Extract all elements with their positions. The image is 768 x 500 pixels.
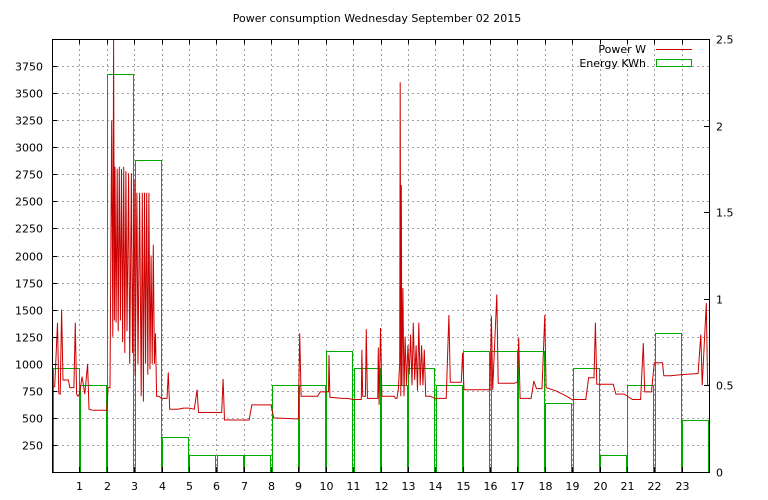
- y-tick-label: 3000: [15, 142, 43, 155]
- x-tick-label: 16: [484, 480, 498, 493]
- x-tick-label: 14: [429, 480, 443, 493]
- energy-bar: [491, 351, 518, 473]
- y-tick-label: 2500: [15, 196, 43, 209]
- x-tick-label: 21: [621, 480, 635, 493]
- x-tick-label: 9: [295, 480, 302, 493]
- y-tick-label: 1750: [15, 278, 43, 291]
- x-tick-label: 18: [539, 480, 553, 493]
- x-tick-label: 22: [648, 480, 662, 493]
- y2-tick-label: 1: [716, 294, 723, 307]
- energy-bar: [463, 351, 490, 473]
- energy-bar: [600, 455, 627, 473]
- x-tick-label: 20: [594, 480, 608, 493]
- y2-tick-label: 0: [716, 467, 723, 480]
- x-tick-label: 12: [375, 480, 389, 493]
- energy-bar: [244, 455, 271, 473]
- y-tick-label: 3750: [15, 61, 43, 74]
- y2-axis-ticks: 0 0.5 1 1.5 2 2.5: [704, 34, 734, 480]
- x-tick-label: 1: [76, 480, 83, 493]
- x-tick-label: 5: [186, 480, 193, 493]
- y2-tick-label: 0.5: [716, 380, 734, 393]
- y2-tick-label: 2: [716, 121, 723, 134]
- energy-bar: [326, 351, 353, 473]
- legend-label-energy: Energy KWh: [579, 57, 646, 70]
- energy-bar: [272, 385, 299, 473]
- y-tick-label: 1000: [15, 359, 43, 372]
- y-tick-label: 2750: [15, 169, 43, 182]
- x-tick-label: 13: [402, 480, 416, 493]
- energy-bar: [518, 351, 545, 473]
- x-tick-label: 15: [457, 480, 471, 493]
- legend-swatch-energy: [656, 59, 692, 67]
- x-tick-label: 10: [320, 480, 334, 493]
- x-tick-label: 11: [347, 480, 361, 493]
- power-line-layer: [51, 38, 709, 421]
- y-tick-label: 2250: [15, 223, 43, 236]
- x-tick-label: 19: [566, 480, 580, 493]
- energy-bar: [217, 455, 244, 473]
- y2-tick-label: 2.5: [716, 34, 734, 47]
- x-axis-ticks: 1 2 3 4 5 6 7 8 9 10 11 12 13 14 15 16 17 18 19 20 21 22 23: [76, 39, 690, 493]
- energy-bar: [545, 403, 572, 473]
- y-tick-label: 3250: [15, 115, 43, 128]
- y-tick-label: 3500: [15, 88, 43, 101]
- x-tick-label: 17: [511, 480, 525, 493]
- legend-label-power: Power W: [598, 43, 646, 56]
- y-tick-label: 1250: [15, 332, 43, 345]
- x-tick-label: 7: [241, 480, 248, 493]
- x-tick-label: 8: [268, 480, 275, 493]
- energy-bar: [80, 385, 107, 473]
- y-tick-label: 2000: [15, 251, 43, 264]
- energy-bar: [189, 455, 216, 473]
- x-tick-label: 2: [104, 480, 111, 493]
- energy-bar: [655, 333, 682, 473]
- energy-bar: [682, 420, 709, 473]
- energy-bar: [53, 368, 80, 473]
- chart-title: Power consumption Wednesday September 02…: [233, 12, 521, 25]
- power-line: [51, 38, 709, 421]
- x-tick-label: 23: [676, 480, 690, 493]
- energy-bar: [162, 437, 189, 473]
- y-tick-label: 250: [22, 440, 43, 453]
- x-tick-label: 6: [213, 480, 220, 493]
- energy-bar: [299, 385, 326, 473]
- y2-tick-label: 1.5: [716, 207, 734, 220]
- y-tick-label: 750: [22, 386, 43, 399]
- legend: Power W Energy KWh: [579, 43, 692, 70]
- energy-bar: [573, 368, 600, 473]
- y-tick-label: 1500: [15, 305, 43, 318]
- y-tick-label: 500: [22, 413, 43, 426]
- y-axis-ticks: 250 500 750 1000 1250 1500 1750 2000 2250 2500 275…: [15, 61, 57, 453]
- x-tick-label: 3: [131, 480, 138, 493]
- x-tick-label: 4: [159, 480, 166, 493]
- energy-bar: [381, 385, 408, 473]
